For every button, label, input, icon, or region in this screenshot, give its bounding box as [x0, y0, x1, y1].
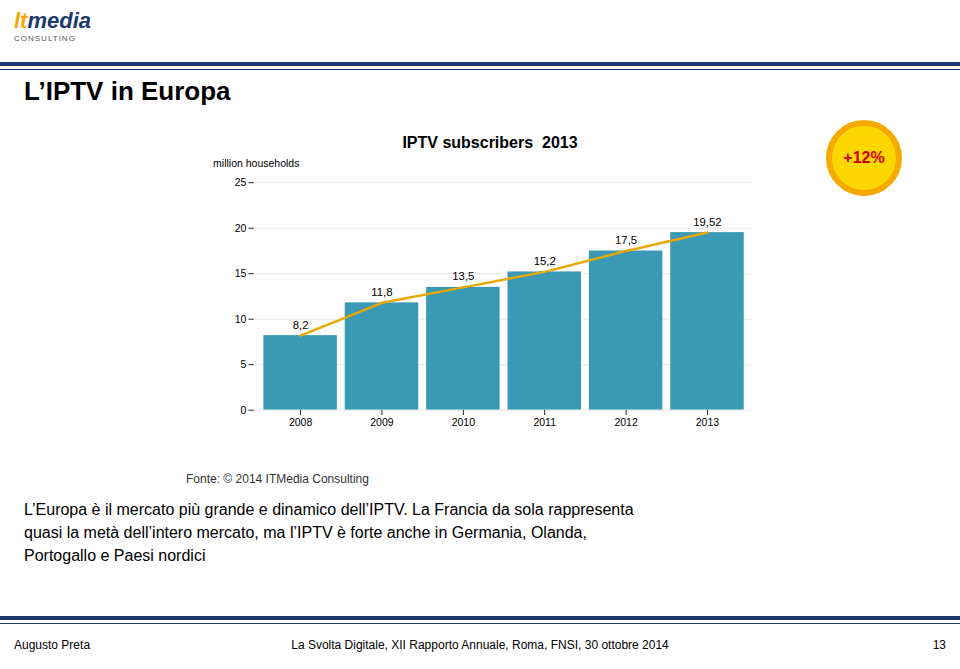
html-text:Portogallo e Paesi nordici: Portogallo e Paesi nordici — [24, 547, 206, 564]
html-text:IPTV subscribers 2013: IPTV subscribers 2013 — [402, 134, 578, 151]
html-text:Augusto Preta: Augusto Preta — [14, 638, 91, 652]
svg-text:20: 20 — [235, 222, 247, 234]
svg-text:0: 0 — [240, 404, 246, 416]
svg-text:25: 25 — [235, 176, 247, 188]
svg-text:10: 10 — [235, 313, 247, 325]
svg-text:13,5: 13,5 — [452, 270, 474, 282]
svg-text:2008: 2008 — [289, 416, 313, 428]
svg-text:11,8: 11,8 — [371, 286, 392, 298]
html-text:quasi la metà dell’intero merc: quasi la metà dell’intero mercato, ma l’… — [24, 524, 587, 541]
svg-text:2010: 2010 — [452, 416, 476, 428]
html-text:La Svolta Digitale, XII Rappor: La Svolta Digitale, XII Rapporto Annuale… — [291, 638, 669, 652]
svg-text:million households: million households — [213, 157, 299, 169]
html-text:lt media: lt media — [14, 8, 91, 33]
html-text:+12%: +12% — [843, 149, 885, 166]
svg-text:2012: 2012 — [614, 416, 638, 428]
svg-text:2009: 2009 — [370, 416, 394, 428]
svg-text:17,5: 17,5 — [615, 234, 637, 246]
html-text:Fonte: © 2014 ITMedia Consulti: Fonte: © 2014 ITMedia Consulting — [186, 472, 369, 486]
svg-text:2011: 2011 — [533, 416, 556, 428]
html-text:CONSULTING: CONSULTING — [14, 34, 76, 43]
svg-text:15,2: 15,2 — [534, 255, 556, 267]
svg-text:19,52: 19,52 — [693, 216, 721, 228]
svg-text:2013: 2013 — [696, 416, 720, 428]
html-text:L’Europa è il mercato più gran: L’Europa è il mercato più grande e dinam… — [24, 501, 634, 518]
html-text:L’IPTV in Europa: L’IPTV in Europa — [24, 76, 231, 106]
svg-text:5: 5 — [240, 358, 246, 370]
html-text:13: 13 — [932, 638, 946, 652]
svg-text:15: 15 — [235, 267, 247, 279]
svg-text:8,2: 8,2 — [293, 319, 309, 331]
